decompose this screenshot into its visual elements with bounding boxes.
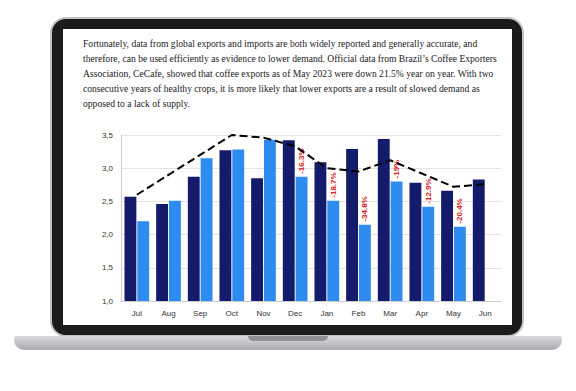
svg-text:Apr: Apr [416,309,429,318]
svg-text:Nov: Nov [256,309,270,318]
svg-text:2,0: 2,0 [102,230,114,239]
svg-text:Mar: Mar [383,309,397,318]
svg-text:1,0: 1,0 [102,297,114,306]
svg-text:-16.3%: -16.3% [297,148,306,173]
svg-text:Oct: Oct [226,309,239,318]
svg-text:May: May [446,309,461,318]
svg-text:Feb: Feb [352,309,366,318]
svg-text:Jan: Jan [320,309,333,318]
svg-text:3,0: 3,0 [102,164,114,173]
svg-text:Jul: Jul [132,309,142,318]
svg-text:Sep: Sep [193,309,208,318]
html-text:Fortunately, data from global: Fortunately, data from global exports an… [83,38,497,109]
svg-text:-18.7%: -18.7% [329,172,338,197]
svg-text:-12.9%: -12.9% [424,178,433,203]
svg-text:3,5: 3,5 [102,131,114,140]
svg-text:Aug: Aug [161,309,175,318]
svg-text:1,5: 1,5 [102,263,114,272]
svg-text:-20.4%: -20.4% [455,198,464,223]
svg-text:2,5: 2,5 [102,197,114,206]
svg-text:Jun: Jun [479,309,492,318]
svg-text:Dec: Dec [288,309,302,318]
svg-text:-19%: -19% [392,160,401,179]
svg-text:-34.8%: -34.8% [360,196,369,221]
